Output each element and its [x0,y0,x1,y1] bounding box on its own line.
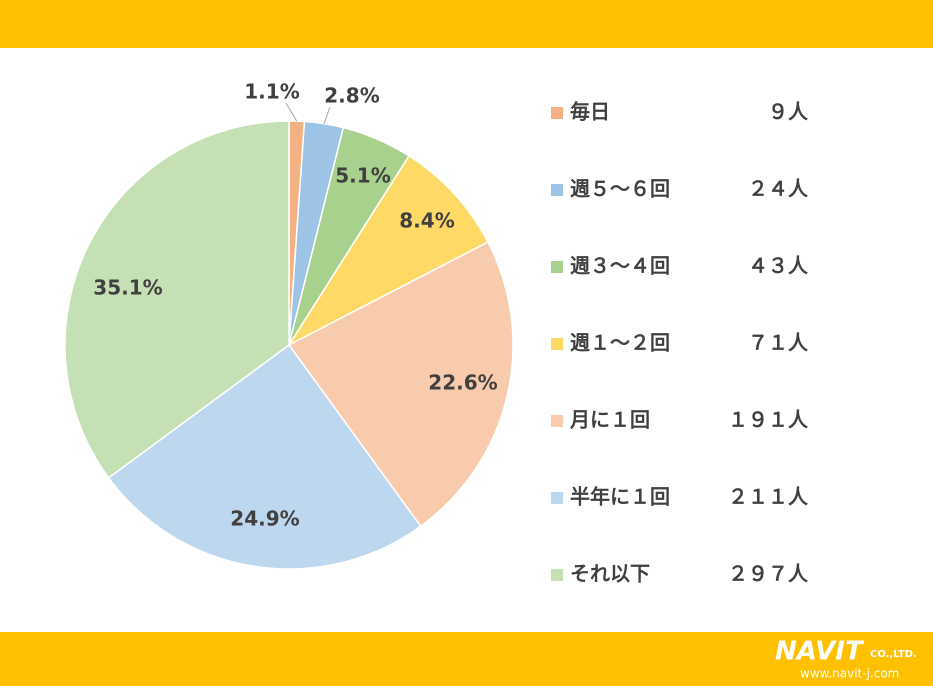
legend-count: ２４人 [748,177,809,201]
logo-name: NAVIT [775,637,865,667]
legend-label: 毎日 [570,100,610,124]
data-label: 22.6% [428,371,497,395]
pie-slice [64,120,290,479]
logo-url: www.navit-j.com [800,667,899,681]
legend-label: 月に１回 [569,408,650,432]
data-label: 8.4% [399,209,454,233]
data-label: 2.8% [324,84,379,108]
logo-suffix: CO.,LTD. [870,649,917,660]
bottom-bar [0,632,933,686]
legend-label: 週５～６回 [570,177,670,201]
legend-swatch [551,261,563,273]
legend-count: ２９７人 [728,562,809,586]
data-label: 1.1% [244,80,299,104]
legend-swatch [551,184,563,196]
legend-count: １９１人 [728,408,809,432]
legend-swatch [551,338,563,350]
legend-swatch [551,569,563,581]
legend-count: ４３人 [748,254,809,278]
legend-count: ７１人 [748,331,809,355]
pie-slice [107,343,422,570]
legend-count: ９人 [768,100,809,124]
legend-swatch [551,107,563,119]
legend-count: ２１１人 [728,485,809,509]
leader-line [323,106,331,124]
data-label: 35.1% [93,276,162,300]
legend-label: 半年に１回 [570,485,670,509]
legend-swatch [551,415,563,427]
pie-slice [287,241,514,528]
data-label: 5.1% [335,164,390,188]
legend-label: 週１～２回 [570,331,670,355]
legend-label: それ以下 [570,562,650,586]
legend-swatch [551,492,563,504]
leader-line [285,102,298,122]
data-label: 24.9% [230,507,299,531]
top-bar [0,0,933,48]
pie-slice [286,154,489,347]
legend-label: 週３～４回 [570,254,670,278]
